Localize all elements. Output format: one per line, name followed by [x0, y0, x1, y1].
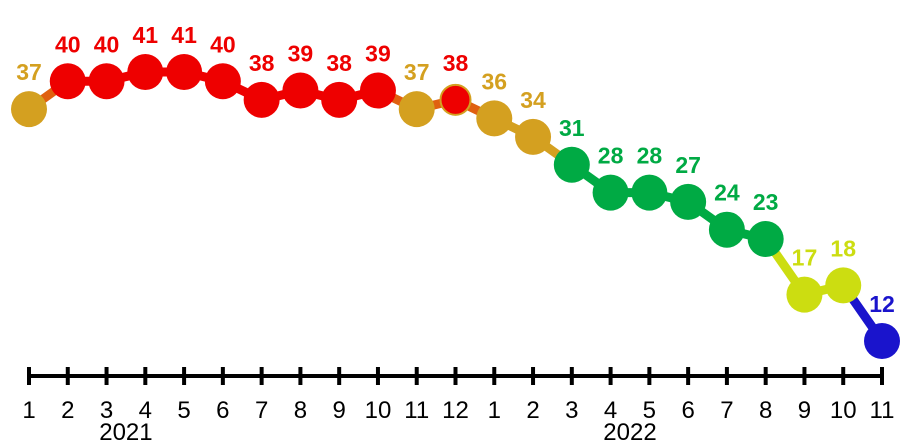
- x-tick-label: 10: [365, 397, 392, 424]
- data-point: [670, 183, 707, 220]
- data-point: [708, 211, 745, 248]
- data-point: [243, 81, 280, 118]
- x-tick-label: 1: [22, 397, 35, 424]
- x-tick-label: 12: [442, 397, 469, 424]
- data-point: [553, 146, 590, 183]
- data-label: 38: [443, 50, 469, 76]
- data-label: 24: [714, 180, 740, 206]
- x-tick-label: 8: [294, 397, 307, 424]
- data-point: [864, 323, 900, 359]
- data-label: 41: [171, 22, 197, 48]
- data-point: [359, 72, 396, 109]
- x-axis-tick-labels: 1 2 3 4 5 6 7 8 9 10 11 12 1 2 3 4 5 6 7 8 9 10 11: [22, 397, 894, 424]
- data-label: 40: [210, 31, 236, 57]
- x-tick-label: 3: [565, 397, 578, 424]
- x-tick-label: 4: [604, 397, 617, 424]
- data-point: [49, 63, 86, 100]
- x-tick-label: 3: [100, 397, 113, 424]
- x-tick-label: 5: [643, 397, 656, 424]
- x-tick-label: 2: [61, 397, 74, 424]
- data-point: [476, 100, 513, 137]
- data-label: 39: [365, 41, 391, 67]
- data-point: [747, 220, 784, 257]
- x-tick-label: 11: [870, 397, 895, 424]
- series-points: [11, 54, 900, 359]
- x-tick-label: 10: [830, 397, 857, 424]
- data-label: 23: [753, 189, 779, 215]
- data-point: [321, 81, 358, 118]
- x-group-label: 2021: [99, 419, 152, 440]
- data-point: [439, 83, 472, 116]
- x-axis-year-labels: 2021 2022: [99, 419, 656, 440]
- data-point: [398, 91, 435, 128]
- data-label: 37: [404, 59, 430, 85]
- data-label: 41: [133, 22, 159, 48]
- data-labels: 37 40 40 41 41 40 38 39 38 39 37 38 36 34 31 28 28 27 24 23…: [16, 22, 895, 317]
- x-tick-label: 9: [798, 397, 811, 424]
- data-label: 38: [326, 50, 352, 76]
- data-point: [592, 174, 629, 211]
- data-label: 31: [559, 115, 585, 141]
- data-point: [204, 63, 241, 100]
- data-label: 34: [520, 87, 546, 113]
- data-label: 37: [16, 59, 42, 85]
- data-point: [88, 63, 125, 100]
- data-point: [11, 91, 47, 128]
- data-point: [127, 54, 164, 90]
- x-tick-label: 1: [488, 397, 501, 424]
- data-label: 27: [675, 152, 701, 178]
- x-tick-label: 9: [333, 397, 346, 424]
- data-label: 39: [288, 41, 314, 67]
- data-label: 28: [598, 143, 624, 169]
- x-tick-label: 7: [720, 397, 733, 424]
- x-tick-label: 5: [177, 397, 190, 424]
- data-point: [786, 276, 823, 313]
- data-point: [631, 174, 668, 211]
- data-label: 36: [481, 68, 507, 94]
- data-label: 40: [55, 31, 81, 57]
- x-tick-label: 11: [404, 397, 429, 424]
- x-group-label: 2022: [603, 419, 656, 440]
- x-tick-label: 2: [526, 397, 539, 424]
- data-point: [515, 118, 552, 155]
- x-tick-label: 4: [139, 397, 152, 424]
- data-label: 18: [830, 235, 856, 261]
- x-axis-ticks: [27, 367, 884, 385]
- data-label: 28: [637, 143, 663, 169]
- data-point: [825, 267, 862, 304]
- data-point: [166, 54, 203, 90]
- data-label: 12: [869, 291, 895, 317]
- data-label: 40: [94, 31, 120, 57]
- x-tick-label: 6: [681, 397, 694, 424]
- data-label: 38: [249, 50, 275, 76]
- data-label: 17: [792, 245, 818, 271]
- x-tick-label: 6: [216, 397, 229, 424]
- x-tick-label: 8: [759, 397, 772, 424]
- x-tick-label: 7: [255, 397, 268, 424]
- data-point: [282, 72, 319, 109]
